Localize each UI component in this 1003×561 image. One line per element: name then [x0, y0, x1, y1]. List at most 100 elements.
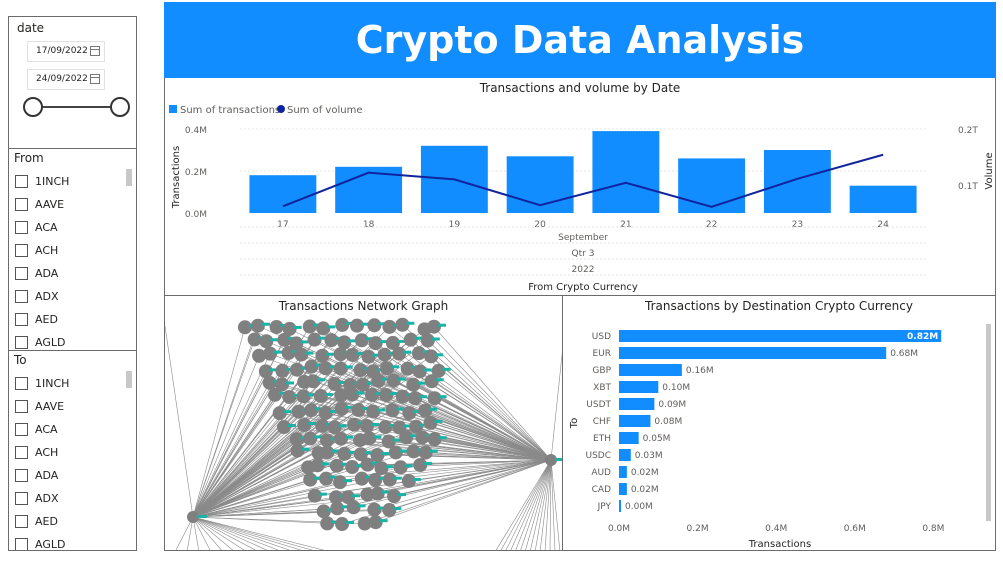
network-node-label: [419, 395, 428, 399]
to-slicer-item[interactable]: AED: [15, 513, 58, 529]
network-title: Transactions Network Graph: [278, 299, 449, 313]
destination-bar-chart[interactable]: Transactions by Destination Crypto Curre…: [562, 295, 996, 551]
network-node-label: [362, 407, 371, 411]
checkbox[interactable]: [15, 422, 28, 436]
y-left-axis-title: Transactions: [171, 146, 182, 209]
calendar-icon[interactable]: [90, 74, 100, 84]
destination-bar: [619, 432, 639, 444]
page-title: Crypto Data Analysis: [164, 2, 996, 78]
network-node: [269, 320, 284, 335]
checkbox[interactable]: [15, 289, 28, 303]
network-node: [315, 348, 330, 363]
network-node-label: [398, 493, 407, 497]
checkbox[interactable]: [15, 537, 28, 550]
checkbox[interactable]: [15, 197, 28, 211]
network-hub-node: [187, 511, 199, 523]
network-edge: [374, 459, 552, 510]
network-node: [379, 388, 394, 403]
network-graph[interactable]: Transactions Network Graph: [164, 295, 563, 551]
transactions-volume-chart[interactable]: Transactions and volume by Date Sum of t…: [164, 78, 996, 296]
network-node-label: [360, 322, 369, 326]
to-slicer-item[interactable]: ACA: [15, 421, 58, 437]
bar-chart-scrollbar[interactable]: [986, 324, 991, 521]
to-slicer-item[interactable]: AGLD: [15, 536, 65, 550]
calendar-icon[interactable]: [90, 46, 100, 56]
network-node: [382, 319, 397, 334]
from-scrollbar[interactable]: [126, 169, 132, 186]
network-node-label: [396, 339, 405, 343]
from-slicer-item[interactable]: AGLD: [15, 334, 65, 350]
network-node: [275, 363, 290, 378]
network-node-label: [370, 423, 379, 427]
network-edge: [192, 479, 311, 518]
network-node-label: [346, 521, 355, 525]
network-edge: [192, 382, 270, 518]
range-end-handle[interactable]: [110, 97, 130, 117]
network-node-label: [274, 350, 283, 354]
network-node-label: [404, 464, 413, 468]
checkbox[interactable]: [15, 335, 28, 349]
network-node-label: [442, 367, 451, 371]
to-scrollbar[interactable]: [126, 371, 132, 388]
destination-bar: [619, 449, 631, 461]
network-node: [413, 458, 428, 473]
network-node-label: [357, 504, 366, 508]
network-node-label: [197, 515, 207, 518]
bar-category-label: CHF: [593, 417, 611, 427]
network-node: [334, 401, 349, 416]
network-node-label: [391, 365, 400, 369]
network-node: [402, 406, 417, 421]
network-node: [354, 471, 369, 486]
to-slicer-item[interactable]: ADX: [15, 490, 59, 506]
date-range-slider[interactable]: [33, 106, 121, 108]
network-node-label: [315, 407, 324, 411]
checkbox[interactable]: [15, 468, 28, 482]
network-node: [310, 458, 325, 473]
from-slicer-item[interactable]: AED: [15, 311, 58, 327]
network-node: [262, 375, 277, 390]
from-slicer-item[interactable]: ADA: [15, 265, 58, 281]
network-node: [259, 334, 274, 349]
checkbox[interactable]: [15, 312, 28, 326]
network-node-label: [438, 395, 447, 399]
checkbox[interactable]: [15, 174, 28, 188]
start-date-input[interactable]: 17/09/2022: [27, 41, 105, 62]
checkbox[interactable]: [15, 491, 28, 505]
bar-category-label: ETH: [593, 434, 611, 444]
from-slicer-item[interactable]: AAVE: [15, 196, 64, 212]
network-node: [334, 431, 349, 446]
combo-chart-svg: Sum of transactions Sum of volume Transa…: [169, 105, 995, 293]
x-tick-label: 24: [877, 220, 889, 230]
network-node: [258, 364, 273, 379]
network-node-label: [356, 391, 365, 395]
network-edge: [544, 459, 552, 550]
checkbox[interactable]: [15, 220, 28, 234]
checkbox[interactable]: [15, 243, 28, 257]
checkbox[interactable]: [15, 376, 28, 390]
destination-bar: [619, 500, 621, 512]
to-slicer-item[interactable]: ACH: [15, 444, 58, 460]
to-slicer-item[interactable]: 1INCH: [15, 375, 69, 391]
to-slicer-item-label: AED: [35, 514, 58, 528]
network-node: [289, 362, 304, 377]
network-node: [359, 419, 374, 434]
checkbox[interactable]: [15, 514, 28, 528]
x-tick-label: 21: [620, 220, 631, 230]
range-start-handle[interactable]: [23, 97, 43, 117]
network-node: [427, 391, 442, 406]
from-slicer-item[interactable]: ACA: [15, 219, 58, 235]
end-date-input[interactable]: 24/09/2022: [27, 69, 105, 90]
y-left-tick: 0.4M: [185, 126, 207, 136]
checkbox[interactable]: [15, 399, 28, 413]
network-edge: [371, 394, 552, 461]
to-slicer-item[interactable]: ADA: [15, 467, 58, 483]
from-slicer-item[interactable]: ADX: [15, 288, 59, 304]
to-slicer-item[interactable]: AAVE: [15, 398, 64, 414]
network-node: [374, 461, 389, 476]
checkbox[interactable]: [15, 445, 28, 459]
checkbox[interactable]: [15, 266, 28, 280]
network-node: [320, 433, 335, 448]
from-slicer-item[interactable]: 1INCH: [15, 173, 69, 189]
network-node: [345, 387, 360, 402]
from-slicer-item[interactable]: ACH: [15, 242, 58, 258]
